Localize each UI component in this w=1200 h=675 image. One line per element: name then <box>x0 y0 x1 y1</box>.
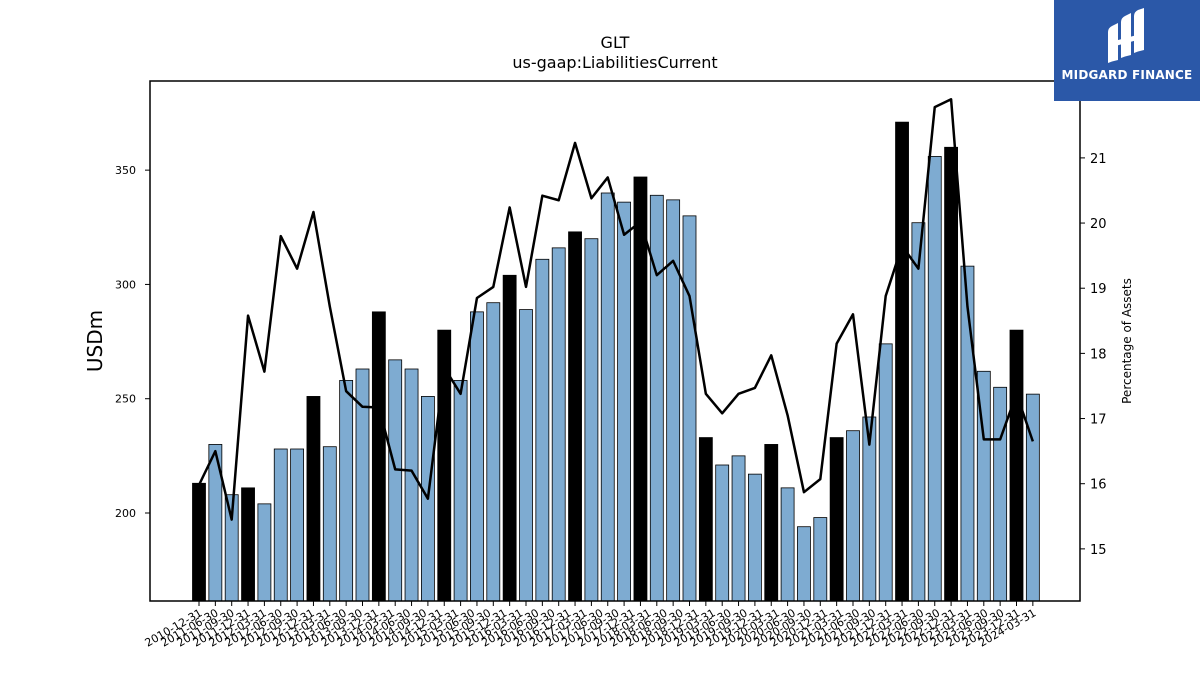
bar <box>764 444 779 602</box>
bar <box>470 311 484 602</box>
y2-tick-label: 15 <box>1090 543 1107 558</box>
bar <box>911 222 926 602</box>
x-axis: 2010-12-312011-06-302011-09-302011-12-31… <box>143 601 1038 650</box>
y2-tick-label: 21 <box>1090 152 1107 167</box>
bar <box>404 368 419 602</box>
bars-layer <box>192 121 1040 602</box>
y2-axis: 15 16 17 18 19 20 21 <box>1080 152 1107 558</box>
bar <box>617 201 631 602</box>
bar <box>535 258 550 602</box>
midgard-logo-icon <box>1108 8 1144 63</box>
bar <box>519 309 533 602</box>
y-axis: 200 250 300 350 <box>115 164 150 520</box>
chart-title: GLT <box>601 33 630 52</box>
bar <box>748 473 762 602</box>
bar <box>895 121 909 602</box>
bar <box>1009 329 1024 602</box>
bar <box>682 215 697 602</box>
y-tick-label: 350 <box>115 164 136 177</box>
bar <box>371 311 386 602</box>
bar <box>797 526 811 602</box>
brand-name: MIDGARD FINANCE <box>1061 68 1193 82</box>
bar <box>731 455 746 602</box>
bar <box>257 503 272 602</box>
series-line <box>197 98 1035 521</box>
bar <box>306 396 321 602</box>
bar <box>568 231 582 602</box>
y2-tick-label: 17 <box>1090 413 1107 428</box>
bar <box>290 448 305 602</box>
plot-frame <box>149 80 1081 602</box>
bar <box>339 380 354 602</box>
bar <box>502 274 517 602</box>
y-axis-label: USDm <box>83 310 107 372</box>
bar <box>846 430 860 602</box>
y-tick-label: 250 <box>115 393 136 406</box>
bar <box>927 156 942 602</box>
y-tick-label: 300 <box>115 278 136 291</box>
bar <box>944 146 958 602</box>
bar <box>878 343 893 602</box>
bar <box>486 302 501 602</box>
bar <box>813 517 828 602</box>
bar <box>600 192 615 602</box>
bar <box>993 386 1008 602</box>
y2-axis-label: Percentage of Assets <box>1120 278 1134 404</box>
y2-tick-label: 20 <box>1090 217 1107 232</box>
y2-tick-label: 19 <box>1090 282 1107 297</box>
bar <box>192 482 206 602</box>
bar <box>322 446 337 602</box>
y2-tick-label: 16 <box>1090 478 1107 493</box>
bar <box>551 247 566 602</box>
bar <box>829 437 844 602</box>
bar <box>780 487 795 602</box>
bar <box>388 359 403 602</box>
line-layer <box>197 98 1035 521</box>
bar <box>241 487 255 602</box>
y-tick-label: 200 <box>115 507 136 520</box>
y2-tick-label: 18 <box>1090 347 1107 362</box>
brand-logo: MIDGARD FINANCE <box>1054 0 1200 101</box>
chart-subtitle: us-gaap:LiabilitiesCurrent <box>512 53 717 72</box>
bar <box>453 380 468 602</box>
bar <box>273 448 288 602</box>
bar <box>584 238 599 602</box>
bar <box>715 464 730 602</box>
bar <box>698 437 713 602</box>
